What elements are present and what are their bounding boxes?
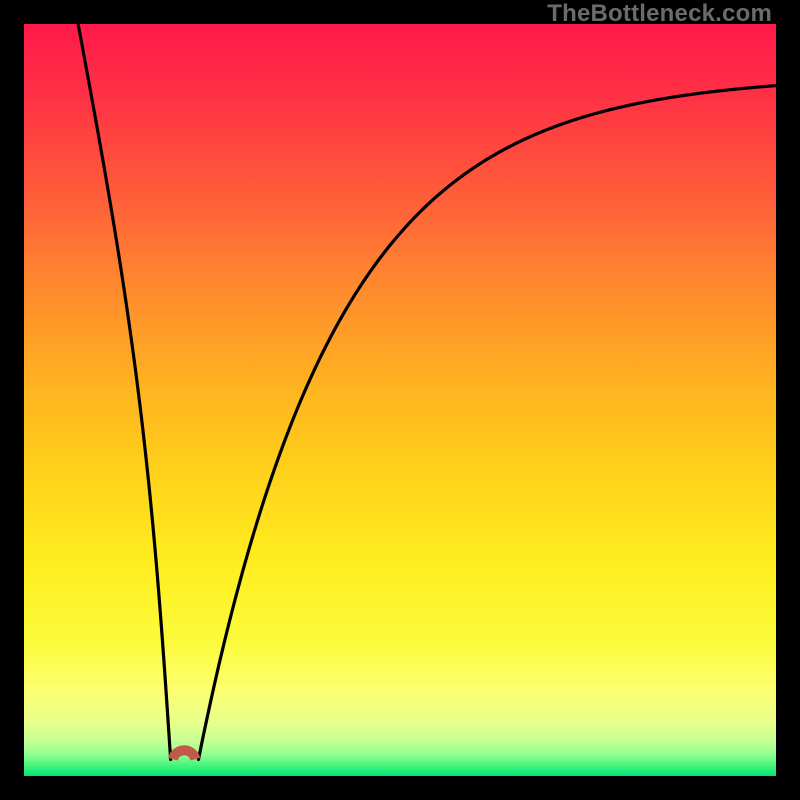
- gradient-background: [24, 24, 776, 776]
- watermark-text: TheBottleneck.com: [547, 0, 772, 28]
- chart-frame: TheBottleneck.com: [0, 0, 800, 800]
- plot-svg: [24, 24, 776, 776]
- frame-border-bottom: [0, 776, 800, 800]
- plot-area: [24, 24, 776, 776]
- frame-border-left: [0, 0, 24, 800]
- frame-border-right: [776, 0, 800, 800]
